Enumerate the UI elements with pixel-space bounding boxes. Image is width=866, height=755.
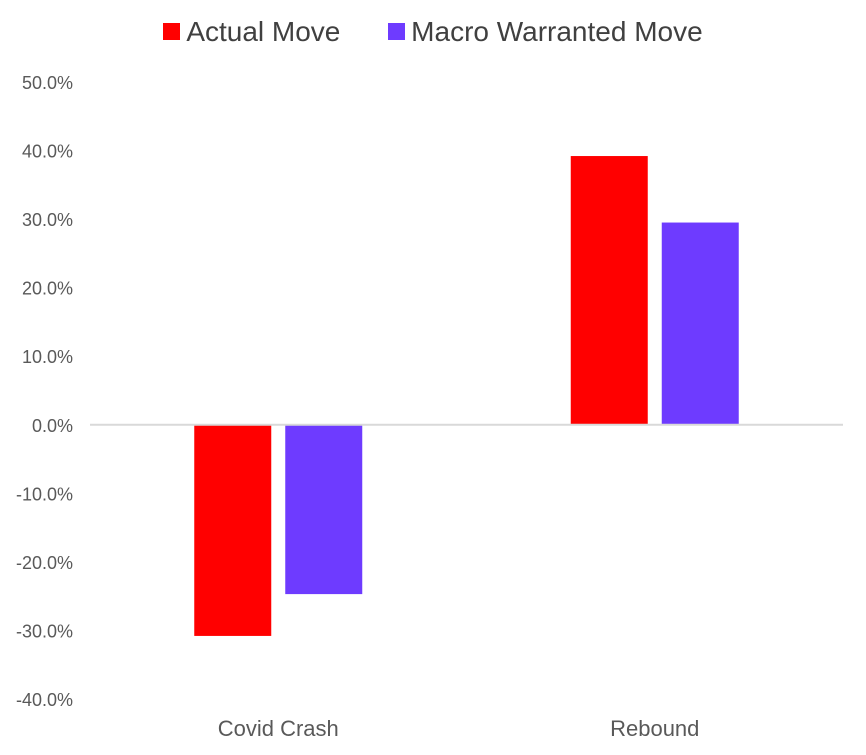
y-tick-label: -40.0% [16, 690, 73, 710]
legend-swatch-macro-warranted-move [388, 22, 406, 40]
x-tick-label: Rebound [610, 716, 699, 741]
bar-macro-warranted-move [661, 222, 739, 425]
legend-swatch-actual-move [163, 22, 181, 40]
legend-item-actual-move: Actual Move [163, 16, 340, 48]
y-tick-label: -10.0% [16, 484, 73, 504]
y-tick-label: 10.0% [22, 347, 73, 367]
y-tick-label: -20.0% [16, 553, 73, 573]
y-tick-label: 20.0% [22, 279, 73, 299]
y-tick-label: -30.0% [16, 621, 73, 641]
bar-macro-warranted-move [285, 424, 363, 595]
y-tick-label: 40.0% [22, 142, 73, 162]
y-tick-label: 0.0% [32, 416, 73, 436]
legend-label-macro-warranted-move: Macro Warranted Move [411, 15, 703, 47]
bar-actual-move [194, 424, 272, 636]
legend-item-macro-warranted-move: Macro Warranted Move [388, 16, 703, 48]
y-tick-label: 50.0% [22, 73, 73, 93]
y-tick-label: 30.0% [22, 210, 73, 230]
legend-label-actual-move: Actual Move [186, 15, 341, 47]
bar-actual-move [570, 156, 648, 425]
legend: Actual Move Macro Warranted Move [0, 14, 866, 48]
x-tick-label: Covid Crash [218, 716, 339, 741]
